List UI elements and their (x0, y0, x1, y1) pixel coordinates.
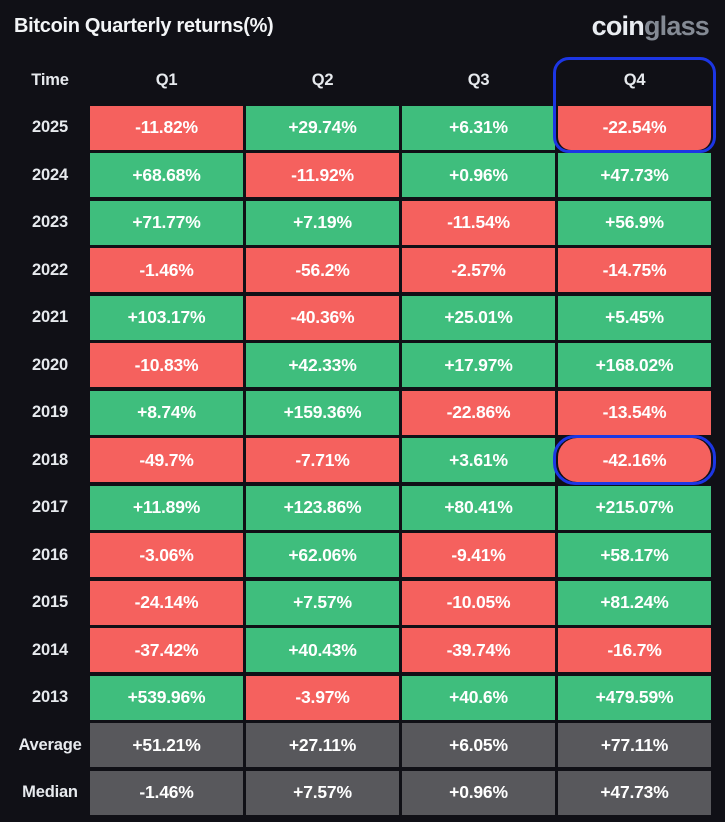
cell-2013-q2: -3.97% (246, 675, 399, 720)
cell-2016-q1: -3.06% (90, 533, 243, 577)
cell-2018-q3: +3.61% (402, 438, 555, 482)
cell-2015-q1: -24.14% (90, 580, 243, 625)
cell-2017-q2: +123.86% (246, 485, 399, 530)
row-label-2025: 2025 (32, 118, 68, 136)
row-label-median: Median (22, 783, 78, 801)
cell-2022-q3: -2.57% (402, 248, 555, 292)
cell-2021-q1: +103.17% (90, 295, 243, 340)
cell-2020-q4: +168.02% (558, 343, 711, 387)
cell-2018-q2: -7.71% (246, 438, 399, 482)
cell-2015-q3: -10.05% (402, 580, 555, 625)
cell-2017-q1: +11.89% (90, 485, 243, 530)
cell-2021-q4: +5.45% (558, 295, 711, 340)
cell-2025-q3: +6.31% (402, 105, 555, 150)
column-header-q1: Q1 (155, 70, 178, 89)
cell-2014-q4: -16.7% (558, 628, 711, 672)
row-label-2023: 2023 (32, 213, 68, 231)
row-label-2024: 2024 (32, 165, 68, 184)
cell-2019-q2: +159.36% (246, 390, 399, 435)
row-label-2015: 2015 (32, 593, 68, 611)
cell-median-q1: -1.46% (90, 770, 243, 815)
row-label-average: Average (18, 735, 82, 754)
cell-2014-q2: +40.43% (246, 628, 399, 672)
cell-median-q4: +47.73% (558, 770, 711, 815)
cell-2017-q3: +80.41% (402, 485, 555, 530)
row-label-2021: 2021 (32, 308, 68, 326)
cell-2020-q1: -10.83% (90, 343, 243, 387)
cell-2020-q2: +42.33% (246, 343, 399, 387)
cell-2016-q3: -9.41% (402, 533, 555, 577)
cell-2019-q4: -13.54% (558, 390, 711, 435)
row-label-2020: 2020 (32, 355, 68, 374)
cell-2025-q2: +29.74% (246, 105, 399, 150)
row-label-2017: 2017 (32, 498, 68, 516)
column-header-q4: Q4 (623, 70, 646, 89)
cell-2021-q2: -40.36% (246, 295, 399, 340)
cell-2023-q2: +7.19% (246, 200, 399, 245)
row-label-2016: 2016 (32, 545, 68, 564)
cell-average-q2: +27.11% (246, 723, 399, 767)
cell-2023-q4: +56.9% (558, 200, 711, 245)
cell-median-q2: +7.57% (246, 770, 399, 815)
cell-2013-q1: +539.96% (90, 675, 243, 720)
cell-2014-q1: -37.42% (90, 628, 243, 672)
cell-2018-q1: -49.7% (90, 438, 243, 482)
cell-2013-q4: +479.59% (558, 675, 711, 720)
cell-2024-q1: +68.68% (90, 153, 243, 197)
column-header-q3: Q3 (467, 70, 490, 89)
cell-2019-q3: -22.86% (402, 390, 555, 435)
cell-2016-q4: +58.17% (558, 533, 711, 577)
quarterly-returns-table: Time Q1 Q2 Q3 Q4 2025 -11.82% +29.74% +6.31% -22.… (13, 58, 711, 815)
cell-median-q3: +0.96% (402, 770, 555, 815)
cell-2024-q3: +0.96% (402, 153, 555, 197)
cell-2020-q3: +17.97% (402, 343, 555, 387)
cell-2014-q3: -39.74% (402, 628, 555, 672)
row-label-2022: 2022 (32, 260, 68, 279)
cell-2016-q2: +62.06% (246, 533, 399, 577)
cell-2025-q1: -11.82% (90, 105, 243, 150)
column-header-time: Time (31, 70, 69, 89)
cell-2015-q4: +81.24% (558, 580, 711, 625)
cell-2024-q4: +47.73% (558, 153, 711, 197)
cell-2023-q1: +71.77% (90, 200, 243, 245)
column-header-q2: Q2 (311, 70, 334, 89)
row-label-2014: 2014 (32, 640, 68, 659)
cell-2015-q2: +7.57% (246, 580, 399, 625)
cell-average-q4: +77.11% (558, 723, 711, 767)
cell-2023-q3: -11.54% (402, 200, 555, 245)
cell-average-q1: +51.21% (90, 723, 243, 767)
cell-2013-q3: +40.6% (402, 675, 555, 720)
cell-2022-q2: -56.2% (246, 248, 399, 292)
coinglass-logo[interactable]: coinglass (591, 10, 710, 41)
cell-2021-q3: +25.01% (402, 295, 555, 340)
cell-2019-q1: +8.74% (90, 390, 243, 435)
cell-2022-q1: -1.46% (90, 248, 243, 292)
top-bar: Bitcoin Quarterly returns(%) coinglass (0, 0, 725, 46)
coinglass-logo-glass: glass (643, 10, 710, 41)
cell-2022-q4: -14.75% (558, 248, 711, 292)
row-label-2018: 2018 (32, 450, 68, 469)
coinglass-logo-coin: coin (591, 10, 645, 41)
page-title: Bitcoin Quarterly returns(%) (14, 14, 274, 37)
cell-2025-q4: -22.54% (558, 105, 711, 150)
cell-2024-q2: -11.92% (246, 153, 399, 197)
cell-2017-q4: +215.07% (558, 485, 711, 530)
row-label-2019: 2019 (32, 403, 68, 421)
cell-2018-q4: -42.16% (558, 438, 711, 482)
cell-average-q3: +6.05% (402, 723, 555, 767)
row-label-2013: 2013 (32, 688, 68, 706)
